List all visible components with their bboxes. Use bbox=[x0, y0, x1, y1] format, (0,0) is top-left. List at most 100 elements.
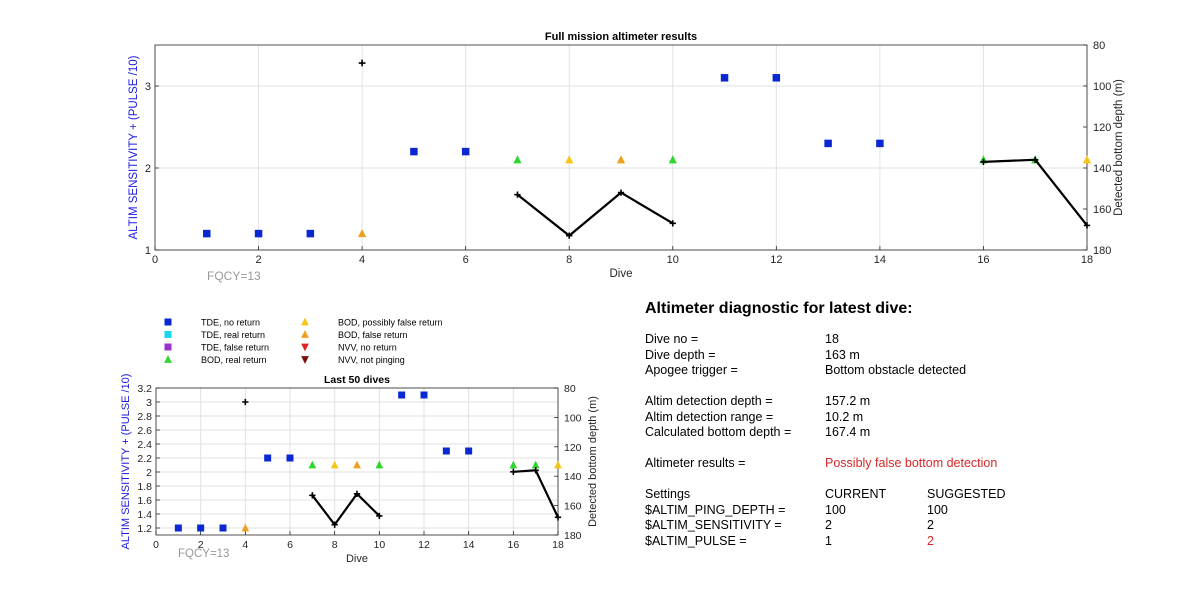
data-point-triangle-up bbox=[375, 460, 384, 469]
y-tick-label: 1.4 bbox=[137, 509, 152, 521]
bottom-depth-point bbox=[554, 514, 562, 521]
bottom-depth-line bbox=[311, 492, 381, 527]
data-point-square bbox=[876, 139, 884, 148]
bottom-depth-point bbox=[532, 467, 539, 474]
data-point-triangle-up bbox=[616, 155, 626, 164]
data-point-triangle-up bbox=[330, 460, 339, 469]
y2-tick-label: 180 bbox=[1093, 245, 1111, 257]
data-point-square bbox=[264, 454, 272, 462]
pulse-suggested: 2 bbox=[927, 533, 934, 548]
legend-item: BOD, real return bbox=[164, 355, 267, 365]
ping-depth-current: 100 bbox=[825, 502, 846, 517]
x-tick-label: 6 bbox=[463, 254, 469, 266]
data-point-triangle-up bbox=[513, 155, 522, 164]
data-point-square bbox=[197, 524, 205, 532]
data-point-square bbox=[219, 524, 227, 532]
bottom-depth-point bbox=[1032, 156, 1039, 163]
legend-label: BOD, possibly false return bbox=[338, 318, 443, 328]
bottom-depth-point bbox=[331, 521, 338, 528]
detection-range-value: 10.2 m bbox=[825, 409, 864, 424]
legend-marker-square bbox=[164, 318, 172, 326]
y-tick-label: 1 bbox=[145, 245, 151, 257]
y2-tick-label: 120 bbox=[1093, 122, 1111, 134]
bottom-depth-point bbox=[309, 492, 316, 499]
chart-title: Last 50 dives bbox=[324, 374, 390, 386]
data-point-square bbox=[174, 524, 182, 532]
data-point-square bbox=[720, 74, 729, 82]
data-point-triangle-up bbox=[241, 523, 250, 532]
data-point-triangle-up bbox=[668, 155, 677, 164]
data-point-triangle-up bbox=[1082, 155, 1092, 164]
settings-header: Settings bbox=[645, 487, 691, 501]
calculated-depth-value: 167.4 m bbox=[825, 425, 871, 439]
y2-tick-label: 100 bbox=[1093, 81, 1111, 93]
x-tick-label: 18 bbox=[552, 539, 564, 551]
data-point-square bbox=[824, 139, 832, 148]
data-point-square bbox=[420, 391, 428, 399]
y-tick-label: 2.8 bbox=[137, 411, 152, 423]
bottom-depth-point bbox=[376, 512, 383, 520]
data-point-square bbox=[772, 74, 781, 82]
x-tick-label: 14 bbox=[874, 254, 886, 266]
x-tick-label: 2 bbox=[255, 254, 261, 266]
legend-label: BOD, real return bbox=[201, 355, 267, 365]
legend-marker-triangle-down bbox=[301, 343, 309, 352]
altimeter-results-value: Possibly false bottom detection bbox=[825, 456, 998, 470]
apogee-trigger-value: Bottom obstacle detected bbox=[825, 363, 967, 377]
x-tick-label: 0 bbox=[152, 254, 158, 266]
y-axis-label: ALTIM SENSITIVITY + (PULSE /10) bbox=[120, 374, 132, 550]
dive-no-value: 18 bbox=[825, 332, 839, 346]
x-tick-label: 2 bbox=[198, 539, 204, 551]
detection-depth-label: Altim detection depth = bbox=[645, 394, 773, 408]
suggested-header: SUGGESTED bbox=[927, 487, 1006, 501]
legend-item: TDE, real return bbox=[164, 330, 265, 340]
legend-label: TDE, real return bbox=[201, 330, 265, 340]
x-tick-label: 10 bbox=[667, 254, 679, 266]
chart-panel-1: 0 2 4 6 8 10 12 14 16 18 1.2 1.4 1.6 1.8 2 2.2 2.4 2.6 2.8… bbox=[120, 374, 599, 565]
y-tick-label: 1.6 bbox=[137, 495, 152, 507]
chart-title: Full mission altimeter results bbox=[545, 31, 697, 43]
diagnostic-panel: Altimeter diagnostic for latest dive: Di… bbox=[645, 300, 1065, 549]
bottom-depth-point bbox=[514, 191, 521, 198]
dive-no-label: Dive no = bbox=[645, 332, 699, 346]
altimeter-results-label: Altimeter results = bbox=[645, 456, 746, 470]
legend-label: NVV, not pinging bbox=[338, 355, 405, 365]
legend-marker-square bbox=[164, 331, 172, 338]
bottom-depth-point bbox=[510, 468, 517, 475]
y-axis-label: ALTIM SENSITIVITY + (PULSE /10) bbox=[128, 55, 140, 239]
data-point-square bbox=[306, 229, 315, 238]
apogee-trigger-label: Apogee trigger = bbox=[645, 363, 738, 377]
y2-tick-label: 140 bbox=[1093, 163, 1111, 175]
x-tick-label: 18 bbox=[1081, 254, 1093, 266]
y2-tick-label: 80 bbox=[1093, 40, 1105, 52]
y-tick-label: 2 bbox=[145, 163, 151, 175]
fqcy-annotation: FQCY=13 bbox=[178, 548, 229, 560]
x-tick-label: 4 bbox=[359, 254, 365, 266]
x-axis-label: Dive bbox=[609, 268, 632, 280]
y-tick-label: 2.4 bbox=[137, 439, 152, 451]
bottom-depth-point bbox=[669, 220, 676, 227]
current-header: CURRENT bbox=[825, 487, 887, 501]
y-tick-label: 2.6 bbox=[137, 425, 152, 437]
legend-item: TDE, no return bbox=[164, 318, 260, 328]
data-point-square bbox=[254, 229, 263, 238]
data-point-triangle-up bbox=[509, 460, 518, 469]
x-tick-label: 4 bbox=[242, 539, 248, 551]
calculated-depth-label: Calculated bottom depth = bbox=[645, 425, 792, 439]
x-tick-label: 0 bbox=[153, 539, 159, 551]
y2-tick-label: 180 bbox=[564, 530, 582, 542]
legend-marker-triangle-up bbox=[164, 355, 172, 363]
dive-depth-value: 163 m bbox=[825, 347, 860, 362]
data-point-triangle-up bbox=[308, 460, 317, 469]
detection-depth-value: 157.2 m bbox=[825, 394, 871, 408]
y-tick-label: 3 bbox=[145, 81, 151, 93]
legend-item: TDE, false return bbox=[164, 343, 269, 353]
legend-label: NVV, no return bbox=[338, 343, 397, 353]
ping-depth-label: $ALTIM_PING_DEPTH = bbox=[645, 502, 786, 517]
y-tick-label: 2.2 bbox=[137, 453, 152, 465]
data-point-triangle-up bbox=[353, 460, 361, 469]
plot-area bbox=[155, 45, 1087, 250]
bottom-depth-point bbox=[566, 232, 573, 239]
bottom-depth-point bbox=[617, 189, 625, 196]
dive-depth-label: Dive depth = bbox=[645, 347, 716, 362]
